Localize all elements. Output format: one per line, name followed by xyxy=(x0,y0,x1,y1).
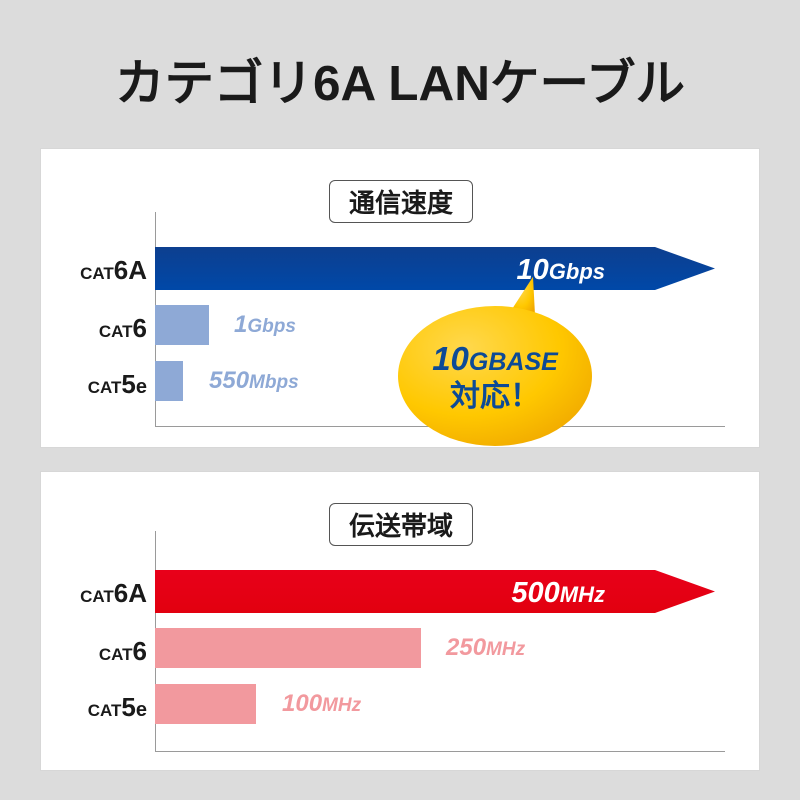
svg-text:対応！: 対応！ xyxy=(450,380,540,413)
svg-text:10GBASE: 10GBASE xyxy=(432,340,559,377)
svg-text:10Gbps: 10Gbps xyxy=(517,254,606,286)
svg-text:500MHz: 500MHz xyxy=(511,577,605,609)
